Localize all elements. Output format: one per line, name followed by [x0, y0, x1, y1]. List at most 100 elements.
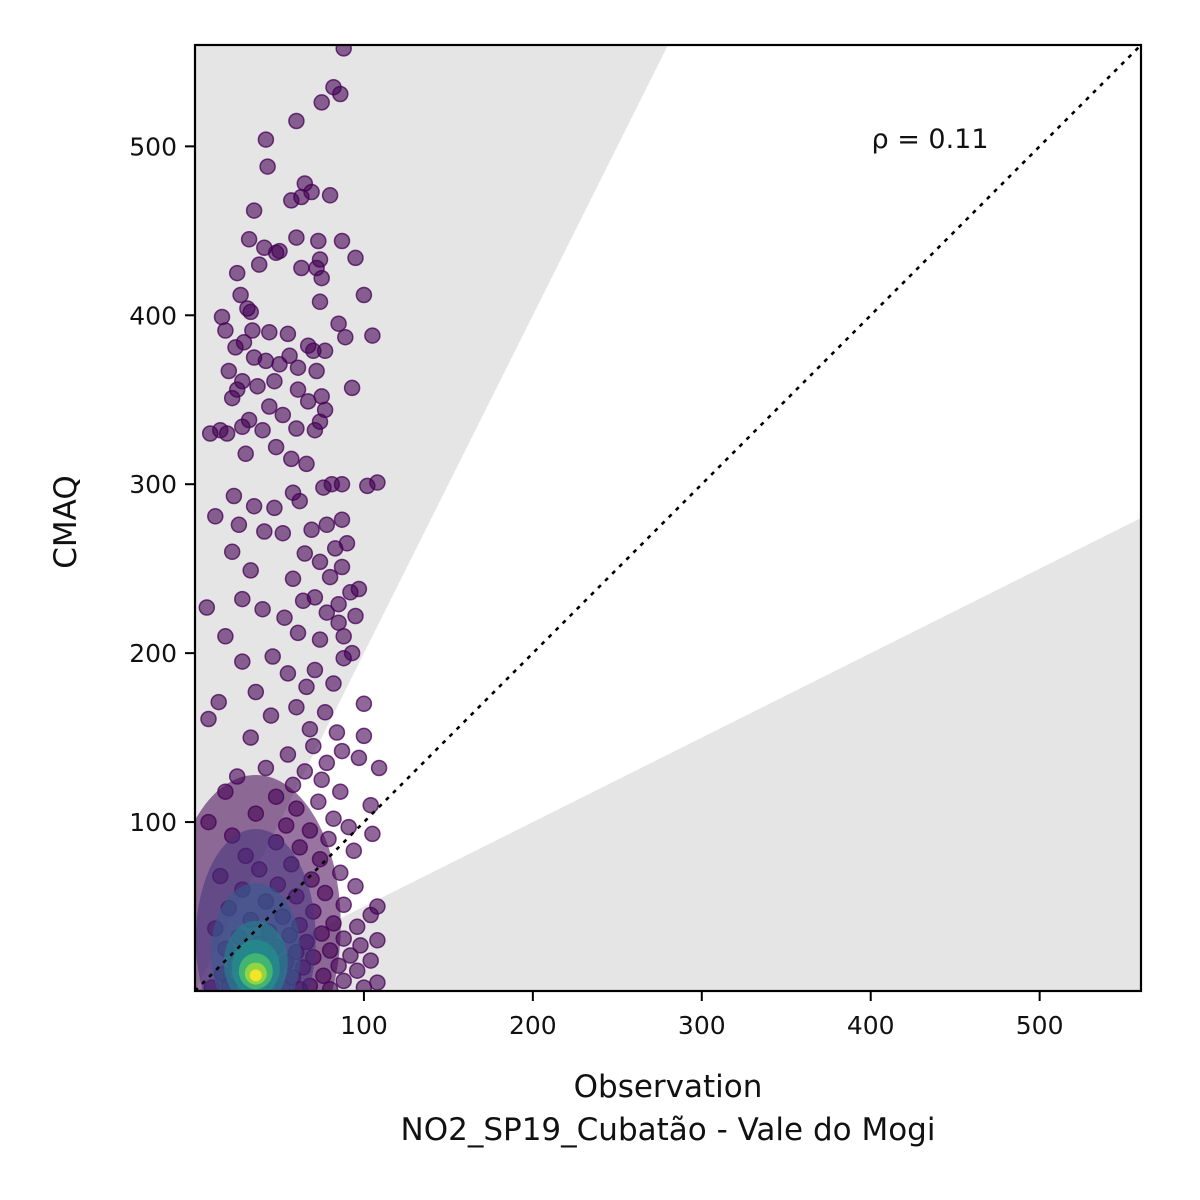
data-point	[318, 604, 336, 621]
data-point	[369, 474, 386, 491]
data-point	[276, 609, 293, 626]
data-point	[217, 628, 234, 645]
data-point	[333, 232, 351, 250]
density-core	[195, 775, 341, 991]
data-point	[355, 695, 373, 713]
data-point	[310, 232, 327, 250]
data-point	[257, 352, 275, 370]
data-point	[267, 244, 285, 262]
data-point	[261, 323, 278, 341]
data-point	[303, 521, 320, 539]
data-point	[259, 158, 276, 175]
scatter-points	[198, 45, 388, 991]
data-point	[279, 665, 297, 682]
data-point	[284, 570, 302, 588]
data-point	[348, 918, 366, 936]
data-point	[328, 724, 346, 741]
data-point	[311, 631, 329, 648]
data-point	[254, 421, 271, 439]
data-point	[228, 264, 246, 282]
data-point	[237, 445, 254, 463]
data-point	[332, 85, 349, 103]
x-axis-label: Observation	[574, 1069, 763, 1105]
data-point	[288, 420, 305, 437]
x-axis-ticks: 100 200 300 400 500	[340, 991, 1064, 1040]
data-point	[288, 229, 305, 246]
x-axis-sublabel: NO2_SP19_Cubatão - Vale do Mogi	[401, 1112, 936, 1148]
data-point	[227, 339, 244, 356]
data-point	[256, 523, 273, 540]
data-point	[335, 972, 352, 990]
data-point	[247, 683, 265, 701]
data-point	[326, 540, 344, 557]
y-axis-label: CMAQ	[48, 475, 84, 568]
data-point	[362, 796, 379, 814]
data-point	[250, 256, 268, 273]
data-point	[279, 746, 297, 763]
data-point	[271, 356, 288, 373]
data-point	[305, 737, 322, 755]
data-point	[332, 783, 349, 800]
data-point	[225, 487, 243, 505]
data-point	[347, 249, 364, 267]
data-point	[296, 545, 314, 562]
y-tick-label: 500	[129, 132, 177, 161]
shade-lower-region	[195, 518, 1141, 991]
data-point	[335, 628, 352, 645]
data-point	[316, 342, 334, 360]
data-point	[257, 759, 275, 777]
data-point	[369, 974, 386, 991]
data-point	[274, 406, 292, 424]
x-tick-label: 500	[1016, 1011, 1064, 1040]
data-point	[355, 979, 373, 991]
x-tick-label: 100	[340, 1011, 388, 1040]
data-point	[210, 693, 227, 711]
data-point	[325, 810, 342, 827]
data-point	[291, 492, 308, 510]
data-point	[315, 479, 332, 496]
x-tick-label: 200	[509, 1011, 557, 1040]
x-tick-label: 300	[678, 1011, 726, 1040]
data-point	[345, 842, 363, 860]
data-point	[288, 698, 305, 716]
data-point	[266, 499, 283, 517]
data-point	[288, 112, 305, 130]
one-to-one-reference-line	[195, 45, 1141, 991]
data-point	[333, 475, 351, 493]
data-point	[261, 398, 278, 415]
data-point	[369, 932, 386, 949]
data-point	[234, 418, 251, 436]
data-point	[342, 947, 359, 964]
data-point	[330, 614, 347, 631]
data-point	[335, 649, 352, 667]
data-point	[257, 131, 275, 148]
data-point	[321, 568, 339, 586]
data-point	[223, 389, 241, 407]
x-tick-label: 400	[847, 1011, 895, 1040]
density-contour	[249, 969, 262, 982]
data-point	[350, 749, 368, 767]
data-point	[330, 595, 347, 613]
data-point	[245, 202, 263, 219]
data-point	[333, 558, 351, 576]
data-point	[313, 269, 330, 287]
data-point	[207, 508, 224, 525]
data-point	[352, 937, 369, 954]
data-point	[330, 315, 347, 332]
data-point	[311, 553, 329, 571]
data-point	[310, 793, 327, 811]
data-point	[234, 590, 251, 608]
data-point	[318, 754, 336, 772]
data-point	[220, 362, 238, 380]
data-point	[289, 624, 307, 642]
data-point	[313, 388, 330, 405]
data-point	[347, 607, 364, 625]
data-point	[347, 878, 364, 895]
data-point	[370, 759, 388, 777]
data-point	[342, 584, 359, 601]
data-point	[333, 511, 351, 528]
data-point	[267, 438, 285, 456]
data-point	[298, 678, 315, 696]
data-point	[266, 372, 283, 390]
